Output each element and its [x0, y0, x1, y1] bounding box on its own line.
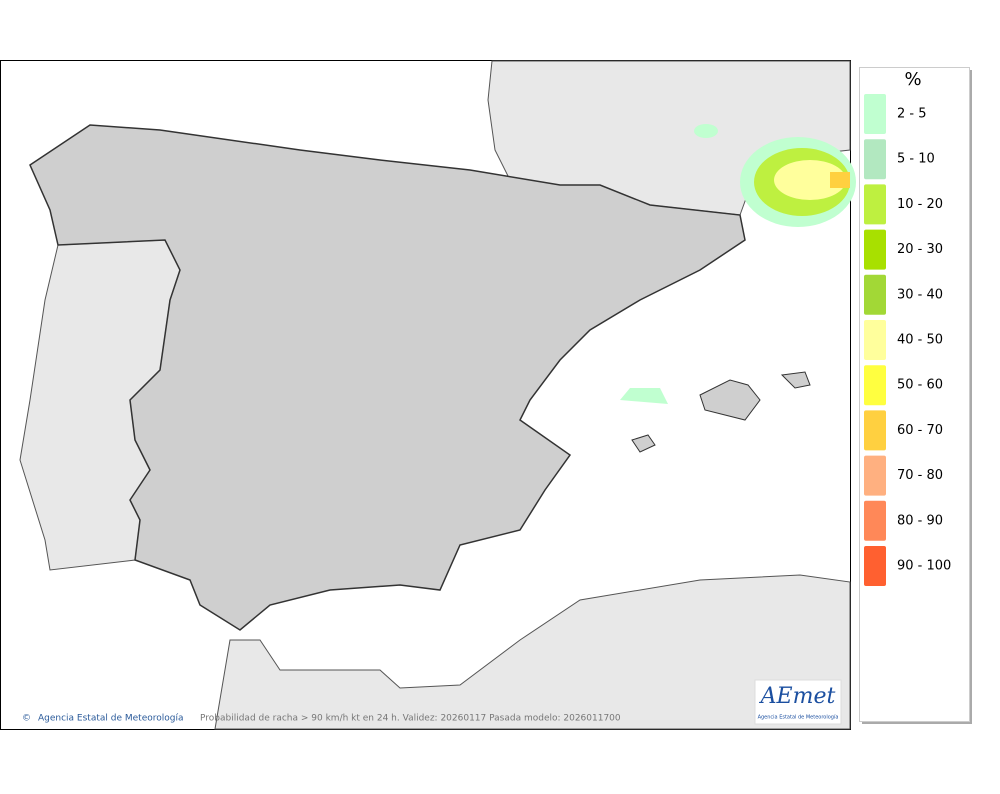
legend-label: 80 - 90 [897, 513, 943, 528]
ibiza [631, 434, 656, 453]
probability-area [694, 124, 718, 138]
legend-swatch [864, 274, 886, 315]
probability-area [830, 172, 850, 188]
legend-swatch [864, 365, 886, 406]
logo-subtitle: Agencia Estatal de Meteorología [758, 714, 839, 721]
map: © Agencia Estatal de Meteorología Probab… [0, 60, 856, 730]
legend-label: 40 - 50 [897, 333, 943, 348]
legend-swatch [864, 94, 886, 134]
legend: % 2 - 5 5 - 10 10 - 20 20 - 30 30 - 40 40 - 5… [859, 67, 972, 724]
legend-swatch [864, 320, 886, 360]
legend-label: 30 - 40 [897, 287, 943, 302]
legend-label: 20 - 30 [897, 242, 943, 257]
copyright-symbol: © [22, 714, 31, 724]
probability-area [774, 160, 846, 200]
probability-area [620, 388, 668, 404]
caption: Probabilidad de racha > 90 km/h kt en 24… [200, 714, 621, 724]
legend-label: 60 - 70 [897, 423, 943, 438]
legend-label: 50 - 60 [897, 378, 943, 393]
mallorca [699, 379, 761, 421]
legend-swatch [864, 410, 886, 451]
legend-swatch [864, 229, 886, 270]
legend-label: 2 - 5 [897, 107, 927, 122]
logo: AEmet [759, 684, 836, 709]
legend-title: % [904, 69, 921, 90]
legend-swatch [864, 139, 886, 180]
spain [29, 124, 746, 631]
legend-swatch [864, 500, 886, 541]
legend-label: 70 - 80 [897, 468, 943, 483]
legend-label: 10 - 20 [897, 197, 943, 212]
legend-label: 90 - 100 [897, 559, 951, 574]
menorca [780, 371, 811, 389]
logo-box [754, 679, 842, 725]
credit: Agencia Estatal de Meteorología [38, 714, 184, 724]
legend-swatch [864, 184, 886, 225]
legend-swatch [864, 546, 886, 586]
legend-swatch [864, 455, 886, 496]
legend-label: 5 - 10 [897, 152, 935, 167]
africa [214, 574, 851, 730]
